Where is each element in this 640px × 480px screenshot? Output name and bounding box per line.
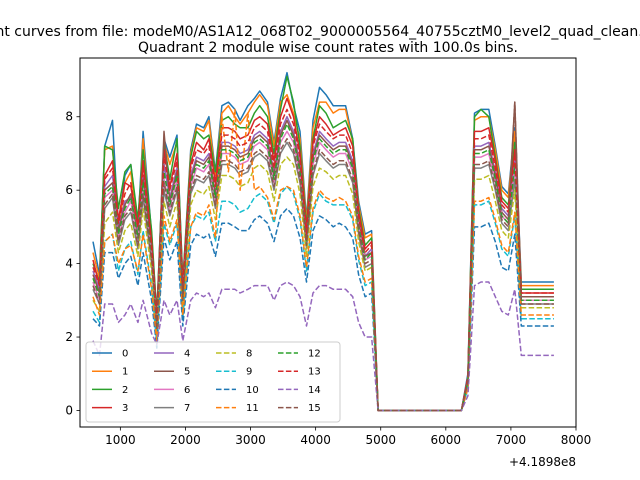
legend-label-5: 5 (184, 367, 190, 378)
legend-label-13: 13 (308, 367, 321, 378)
series-line-12 (92, 123, 554, 412)
x-offset-label: +4.1898e8 (509, 455, 576, 469)
legend-label-15: 15 (308, 403, 321, 414)
series-line-11 (92, 108, 554, 412)
y-tick-label: 4 (65, 257, 73, 271)
plot-area: 1000 2000 3000 4000 5000 6000 7000 8000 0 2 4 6 8 +… (65, 57, 591, 469)
legend-label-4: 4 (184, 349, 190, 360)
legend-label-1: 1 (122, 367, 128, 378)
legend-label-14: 14 (308, 385, 321, 396)
series-line-14 (92, 281, 554, 412)
legend-label-9: 9 (246, 367, 252, 378)
series-line-0 (92, 71, 554, 412)
legend-label-7: 7 (184, 403, 190, 414)
x-tick-label: 4000 (300, 433, 331, 447)
series-line-3 (92, 97, 554, 412)
series-line-1 (92, 93, 554, 412)
figure-suptitle: Light curves from file: modeM0/AS1A12_06… (0, 24, 640, 40)
y-tick-label: 8 (65, 110, 73, 124)
series-line-8 (92, 156, 554, 412)
x-tick-label: 2000 (170, 433, 201, 447)
axes-frame (79, 57, 577, 428)
x-tick-label: 1000 (105, 433, 136, 447)
x-tick-label: 7000 (496, 433, 527, 447)
legend-box (85, 341, 341, 423)
x-tick-label: 3000 (235, 433, 266, 447)
series-line-15 (92, 101, 554, 412)
legend-label-8: 8 (246, 349, 252, 360)
legend-label-10: 10 (246, 385, 259, 396)
y-tick-label: 6 (65, 183, 73, 197)
series-line-13 (92, 108, 554, 412)
series-line-2 (92, 75, 554, 412)
series-line-10 (92, 207, 554, 412)
legend-label-2: 2 (122, 385, 128, 396)
series-line-7 (92, 141, 554, 412)
x-tick-label: 6000 (431, 433, 462, 447)
legend-label-3: 3 (122, 403, 128, 414)
legend-label-11: 11 (246, 403, 259, 414)
legend-label-6: 6 (184, 385, 190, 396)
y-tick-label: 2 (65, 330, 73, 344)
series-line-5 (92, 101, 554, 412)
x-axis: 1000 2000 3000 4000 5000 6000 7000 8000 (105, 427, 591, 447)
legend-label-0: 0 (122, 349, 128, 360)
series-line-9 (92, 185, 554, 412)
x-tick-label: 8000 (561, 433, 592, 447)
chart-title: Quadrant 2 module wise count rates with … (138, 40, 518, 56)
series-layer (92, 71, 554, 412)
y-axis: 0 2 4 6 8 (65, 110, 80, 417)
y-tick-label: 0 (65, 403, 73, 417)
x-tick-label: 5000 (365, 433, 396, 447)
legend-label-12: 12 (308, 349, 321, 360)
